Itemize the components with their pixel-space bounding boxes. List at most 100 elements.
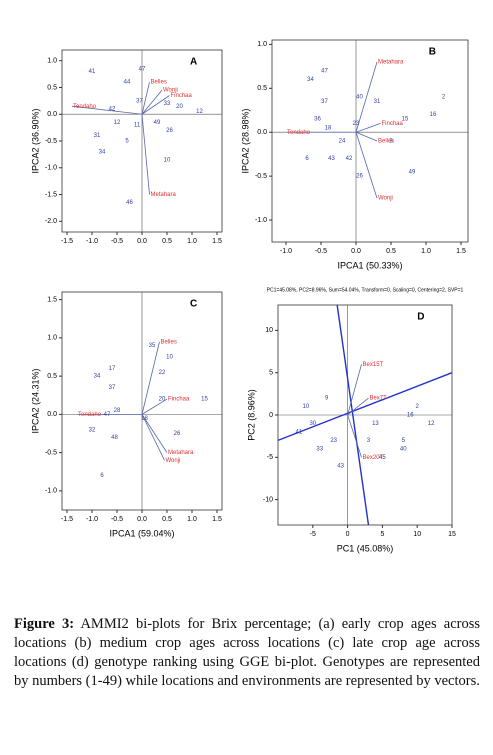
y-tick-label: 0.0: [47, 111, 57, 118]
x-tick-label: 15: [448, 531, 456, 538]
location-vector: [355, 132, 378, 199]
location-label: Wonji: [163, 88, 178, 94]
y-tick-label: 0.5: [257, 85, 267, 92]
location-vector: [141, 398, 168, 415]
x-tick-label: 10: [413, 531, 421, 538]
location-label: Finchaa: [171, 93, 193, 99]
genotype-point: 16: [430, 112, 437, 118]
location-vector: [141, 89, 163, 115]
genotype-point: 6: [305, 156, 309, 162]
location-vector: [347, 397, 369, 416]
genotype-point: 15: [201, 397, 208, 403]
figure: -1.5 -1.0 -0.5 0.0 0.5 1.0 1.5 1.0 0.5 0.0 -0.5 -1.…: [30, 39, 469, 553]
genotype-point: 37: [136, 98, 143, 104]
y-tick-label: -1.5: [45, 191, 57, 198]
location-vector: [71, 105, 143, 115]
genotype-point: 32: [89, 427, 96, 433]
genotype-point: 48: [111, 435, 118, 441]
y-tick-label: 1.0: [257, 41, 267, 48]
genotype-point: 44: [124, 80, 131, 86]
genotype-point: 42: [109, 106, 116, 112]
location-vector: [347, 414, 362, 458]
location-label: Metahara: [151, 192, 177, 198]
genotype-point: 47: [139, 66, 146, 72]
y-tick-label: 0.0: [257, 129, 267, 136]
genotype-point: 34: [94, 374, 101, 380]
x-tick-label: 5: [380, 531, 384, 538]
location-label: Tendaho: [78, 412, 102, 418]
location-label: Wonji: [166, 458, 181, 464]
plot-frame: [271, 39, 469, 243]
location-label: Finchaa: [168, 397, 190, 403]
genotype-point: 26: [174, 431, 181, 437]
genotype-point: 18: [325, 125, 332, 131]
y-tick-label: -1.0: [45, 165, 57, 172]
genotype-point: 37: [321, 99, 328, 105]
genotype-point: 46: [126, 200, 133, 206]
x-tick-label: -1.5: [61, 238, 73, 245]
x-axis-label: PC1 (45.08%): [337, 543, 394, 553]
genotype-point: 49: [409, 169, 416, 175]
genotype-point: 9: [325, 396, 329, 402]
gge-axis: [277, 372, 453, 442]
y-tick-label: -2.0: [45, 218, 57, 225]
x-tick-label: -1.0: [86, 238, 98, 245]
location-vector: [141, 341, 160, 415]
genotype-point: 12: [196, 109, 203, 115]
genotype-point: 20: [176, 104, 183, 110]
genotype-point: 28: [114, 408, 121, 414]
y-tick-label: 0.0: [47, 411, 57, 418]
panel-label: B: [429, 47, 436, 58]
caption-text: AMMI2 bi-plots for Brix percentage; (a) …: [14, 616, 481, 689]
location-vector: [355, 131, 378, 142]
x-tick-label: 0.5: [162, 516, 172, 523]
genotype-point: 18: [141, 416, 148, 422]
y-tick-label: 10: [265, 327, 273, 334]
genotype-point: 31: [374, 99, 381, 105]
x-tick-label: -5: [310, 531, 316, 538]
y-axis-label: IPCA2 (24.31%): [30, 368, 40, 433]
x-tick-label: -1.5: [61, 516, 73, 523]
genotype-point: 2: [416, 404, 420, 410]
x-tick-label: 0.0: [351, 248, 361, 255]
genotype-point: 5: [125, 139, 129, 145]
genotype-point: 31: [94, 133, 101, 139]
y-tick-label: 1.0: [47, 58, 57, 65]
y-tick-label: -0.5: [45, 138, 57, 145]
genotype-point: 43: [337, 463, 344, 469]
genotype-point: 10: [166, 355, 173, 361]
y-tick-label: -1.0: [45, 488, 57, 495]
panel-label: D: [417, 312, 424, 323]
genotype-point: 5: [402, 438, 406, 444]
genotype-point: 34: [307, 77, 314, 83]
y-tick-label: 0: [269, 412, 273, 419]
caption-label: Figure 3:: [14, 616, 75, 632]
genotype-point: 3: [389, 139, 393, 145]
x-tick-label: -1.0: [86, 516, 98, 523]
location-label: Tendaho: [287, 130, 311, 136]
y-tick-label: -10: [263, 496, 273, 503]
genotype-point: 47: [321, 68, 328, 74]
y-tick-label: -0.5: [255, 173, 267, 180]
x-axis-label: IPCA1 (59.04%): [109, 528, 174, 538]
location-vector: [141, 414, 165, 461]
x-tick-label: -1.0: [280, 248, 292, 255]
y-axis-label: PC2 (8.96%): [246, 389, 256, 441]
x-tick-label: -0.5: [111, 516, 123, 523]
genotype-point: 20: [159, 397, 166, 403]
x-tick-label: 1.5: [212, 516, 222, 523]
genotype-point: 24: [339, 139, 346, 145]
genotype-point: 45: [379, 455, 386, 461]
y-tick-label: -1.0: [255, 217, 267, 224]
genotype-point: 34: [99, 149, 106, 155]
location-label: Tendaho: [73, 104, 97, 110]
genotype-point: 12: [114, 120, 121, 126]
x-tick-label: 0.5: [386, 248, 396, 255]
location-vector: [355, 123, 381, 133]
location-label: Bex15T: [363, 362, 384, 368]
genotype-point: 41: [296, 430, 303, 436]
caption: Figure 3: AMMI2 bi-plots for Brix percen…: [14, 615, 480, 691]
genotype-point: 35: [149, 343, 156, 349]
x-tick-label: 1.0: [421, 248, 431, 255]
